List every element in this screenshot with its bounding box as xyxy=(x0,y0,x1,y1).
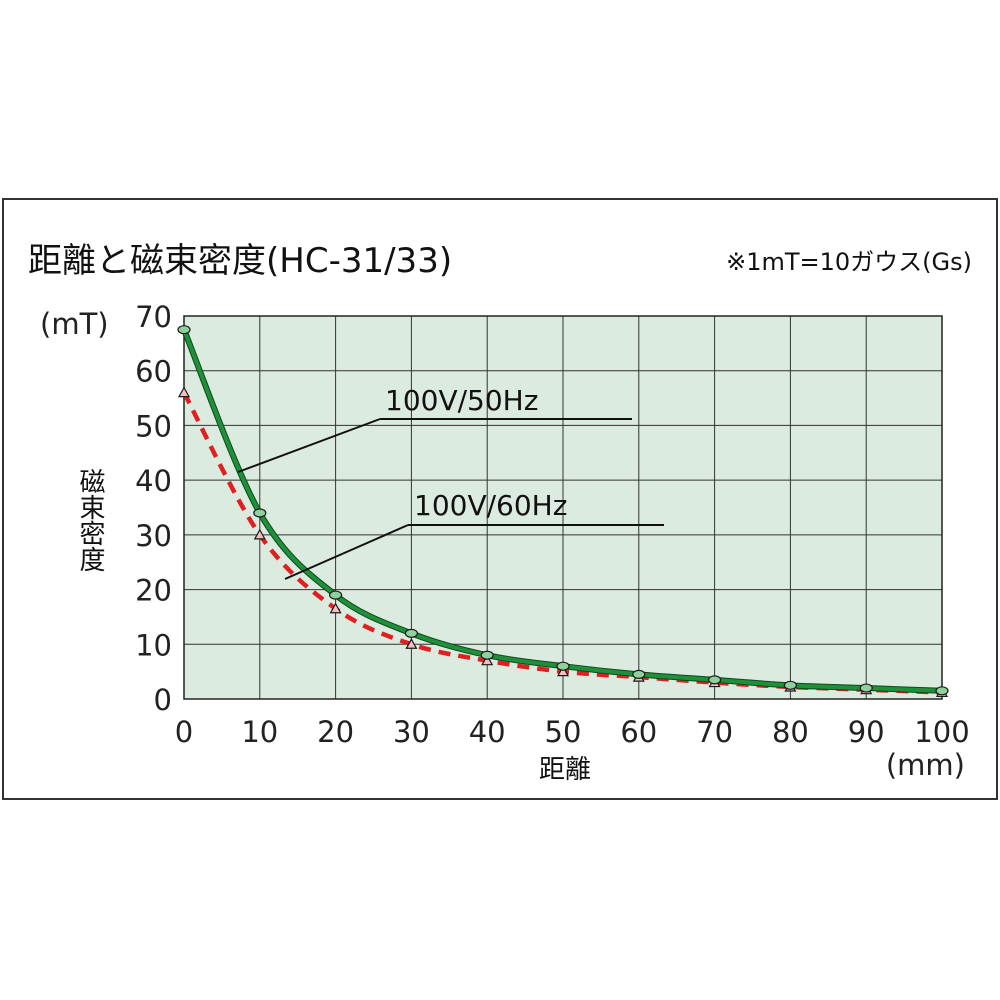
y-tick-labels: 0 10 20 30 40 50 60 70 xyxy=(135,300,172,717)
data-point-circle xyxy=(859,683,873,693)
data-point-circle xyxy=(177,325,191,335)
x-tick-label: 30 xyxy=(393,715,430,749)
chart-title: 距離と磁束密度(HC-31/33) xyxy=(28,241,452,281)
data-point-circle xyxy=(556,661,570,671)
data-point-triangle xyxy=(556,665,570,677)
data-point-circle xyxy=(632,669,646,679)
data-point-triangle xyxy=(177,386,191,398)
x-tick-label: 100 xyxy=(914,715,969,749)
data-point-circle xyxy=(404,628,418,638)
x-tick-label: 90 xyxy=(848,715,885,749)
y-tick-label: 20 xyxy=(135,574,172,608)
x-tick-label: 0 xyxy=(175,715,193,749)
x-tick-label: 40 xyxy=(469,715,506,749)
y-tick-label: 40 xyxy=(135,464,172,498)
data-point-triangle xyxy=(329,602,342,614)
x-tick-label: 20 xyxy=(317,715,354,749)
y-unit: (mT) xyxy=(40,307,109,341)
y-tick-label: 10 xyxy=(135,628,172,662)
y-tick-label: 50 xyxy=(135,409,172,443)
x-tick-labels: 0 10 20 30 40 50 60 70 80 90 100 xyxy=(175,715,970,749)
x-tick-label: 70 xyxy=(696,715,733,749)
data-point-circle xyxy=(329,590,343,600)
y-tick-label: 0 xyxy=(154,683,172,717)
data-point-circle xyxy=(783,680,798,690)
series-layer xyxy=(177,325,949,698)
series-label-50hz: 100V/50Hz xyxy=(385,384,538,417)
data-point-triangle xyxy=(253,528,266,540)
y-tick-label: 30 xyxy=(135,519,172,553)
data-point-circle xyxy=(480,650,494,660)
data-point-triangle xyxy=(481,654,494,666)
callout-50hz-leader xyxy=(237,418,381,473)
unit-note: ※1mT=10ガウス(Gs) xyxy=(726,248,972,276)
x-axis-label: 距離 xyxy=(539,755,591,785)
x-unit: (mm) xyxy=(886,748,965,782)
plot-border xyxy=(183,315,943,700)
callout-60hz-leader xyxy=(284,524,409,580)
x-tick-label: 10 xyxy=(241,715,278,749)
data-point-triangle xyxy=(405,638,418,649)
x-tick-label: 50 xyxy=(545,715,582,749)
x-tick-label: 60 xyxy=(620,715,657,749)
y-axis-label: 磁束密度 xyxy=(75,468,105,572)
series-label-60hz: 100V/60Hz xyxy=(414,489,567,522)
callouts: 100V/50Hz 100V/60Hz xyxy=(237,384,664,580)
data-point-circle xyxy=(935,686,949,696)
y-tick-label: 70 xyxy=(135,300,172,334)
data-point-circle xyxy=(707,675,722,685)
y-tick-label: 60 xyxy=(135,355,172,389)
x-tick-label: 80 xyxy=(772,715,809,749)
series-line-100v-50hz xyxy=(182,328,943,693)
data-point-circle xyxy=(253,508,267,518)
